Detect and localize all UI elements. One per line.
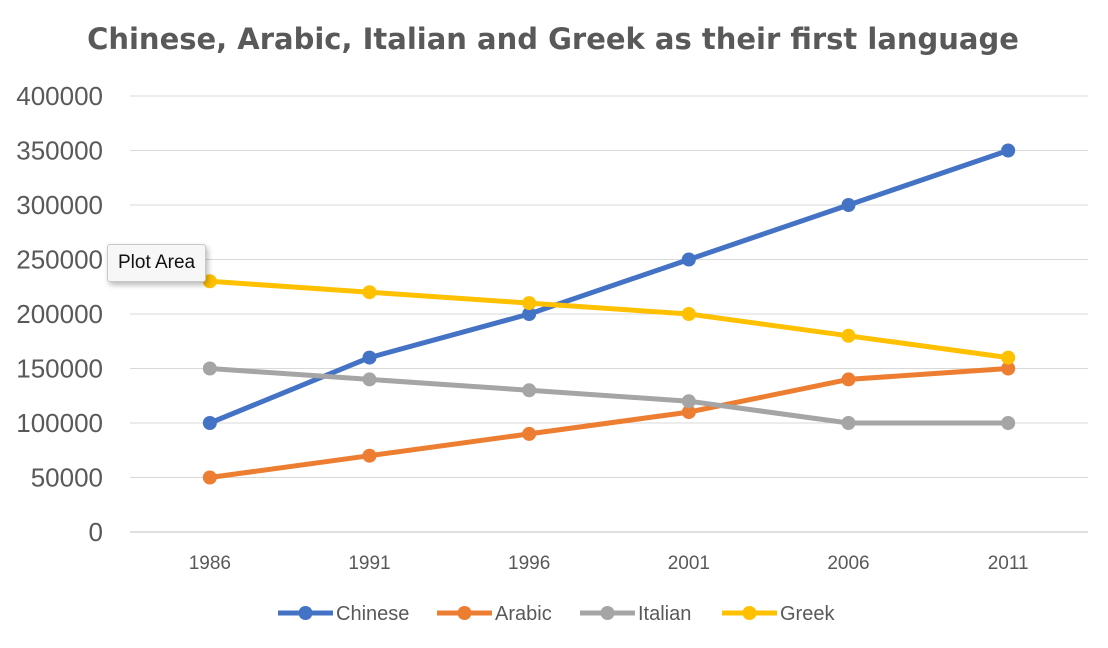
y-tick-label: 350000 (16, 136, 103, 166)
legend-label: Arabic (495, 603, 552, 625)
data-point[interactable] (1001, 143, 1016, 158)
chart-title: Chinese, Arabic, Italian and Greek as th… (87, 22, 1019, 56)
data-point[interactable] (362, 372, 377, 387)
legend-marker (600, 606, 615, 620)
gridlines (130, 95, 1088, 533)
data-point[interactable] (362, 285, 377, 300)
data-point[interactable] (1001, 361, 1016, 376)
legend-item-italian[interactable]: Italian (580, 603, 691, 625)
legend-marker (457, 606, 472, 620)
y-tick-label: 50000 (31, 463, 103, 493)
data-point[interactable] (841, 416, 856, 430)
legend-label: Italian (638, 603, 691, 625)
legend-item-arabic[interactable]: Arabic (437, 603, 552, 625)
data-point[interactable] (522, 296, 537, 311)
data-point[interactable] (362, 448, 377, 463)
data-point[interactable] (522, 426, 537, 441)
data-point[interactable] (202, 361, 217, 376)
y-tick-label: 0 (89, 517, 103, 547)
y-tick-label: 400000 (16, 81, 103, 111)
data-point[interactable] (681, 394, 696, 409)
data-point[interactable] (202, 274, 217, 289)
legend-item-greek[interactable]: Greek (722, 603, 835, 625)
legend-label: Chinese (336, 603, 409, 625)
legend-item-chinese[interactable]: Chinese (278, 603, 409, 625)
legend[interactable]: Chinese Arabic Italian Greek (278, 603, 835, 625)
series-line[interactable] (207, 366, 1011, 480)
x-tick-label: 1991 (348, 553, 390, 574)
data-point[interactable] (202, 416, 217, 430)
series-italian[interactable] (202, 361, 1016, 431)
data-point[interactable] (841, 372, 856, 387)
data-point[interactable] (681, 307, 696, 321)
y-tick-label: 250000 (16, 245, 103, 275)
x-tick-label: 2011 (988, 553, 1029, 574)
data-point[interactable] (522, 307, 537, 321)
data-point[interactable] (1001, 350, 1016, 365)
plot-area-tooltip: Plot Area (107, 244, 207, 282)
y-axis-ticks: 0 50000 100000 150000 200000 250000 300000 3500… (16, 81, 103, 547)
y-tick-label: 100000 (16, 408, 103, 438)
x-axis-ticks: 1986 1991 1996 2001 2006 2011 (189, 553, 1029, 574)
series-chinese[interactable] (202, 143, 1016, 431)
data-point[interactable] (1001, 416, 1016, 430)
data-point[interactable] (681, 405, 696, 420)
y-tick-label: 200000 (16, 299, 103, 329)
y-tick-label: 150000 (16, 354, 103, 384)
legend-label: Greek (780, 603, 835, 625)
y-tick-label: 300000 (16, 190, 103, 220)
plot-area[interactable] (202, 143, 1016, 485)
data-point[interactable] (841, 328, 856, 343)
series-line[interactable] (207, 278, 1011, 361)
series-line[interactable] (207, 148, 1011, 426)
data-point[interactable] (202, 470, 217, 485)
data-point[interactable] (841, 198, 856, 212)
series-greek[interactable] (202, 274, 1016, 365)
data-point[interactable] (681, 252, 696, 267)
series-arabic[interactable] (202, 361, 1016, 485)
legend-marker (742, 606, 757, 620)
series-line[interactable] (207, 366, 1011, 426)
x-tick-label: 2001 (668, 553, 710, 574)
x-tick-label: 1986 (189, 553, 231, 574)
legend-marker (298, 606, 313, 620)
x-tick-label: 2006 (827, 553, 869, 574)
x-tick-label: 1996 (508, 553, 550, 574)
data-point[interactable] (362, 350, 377, 365)
data-point[interactable] (522, 383, 537, 398)
